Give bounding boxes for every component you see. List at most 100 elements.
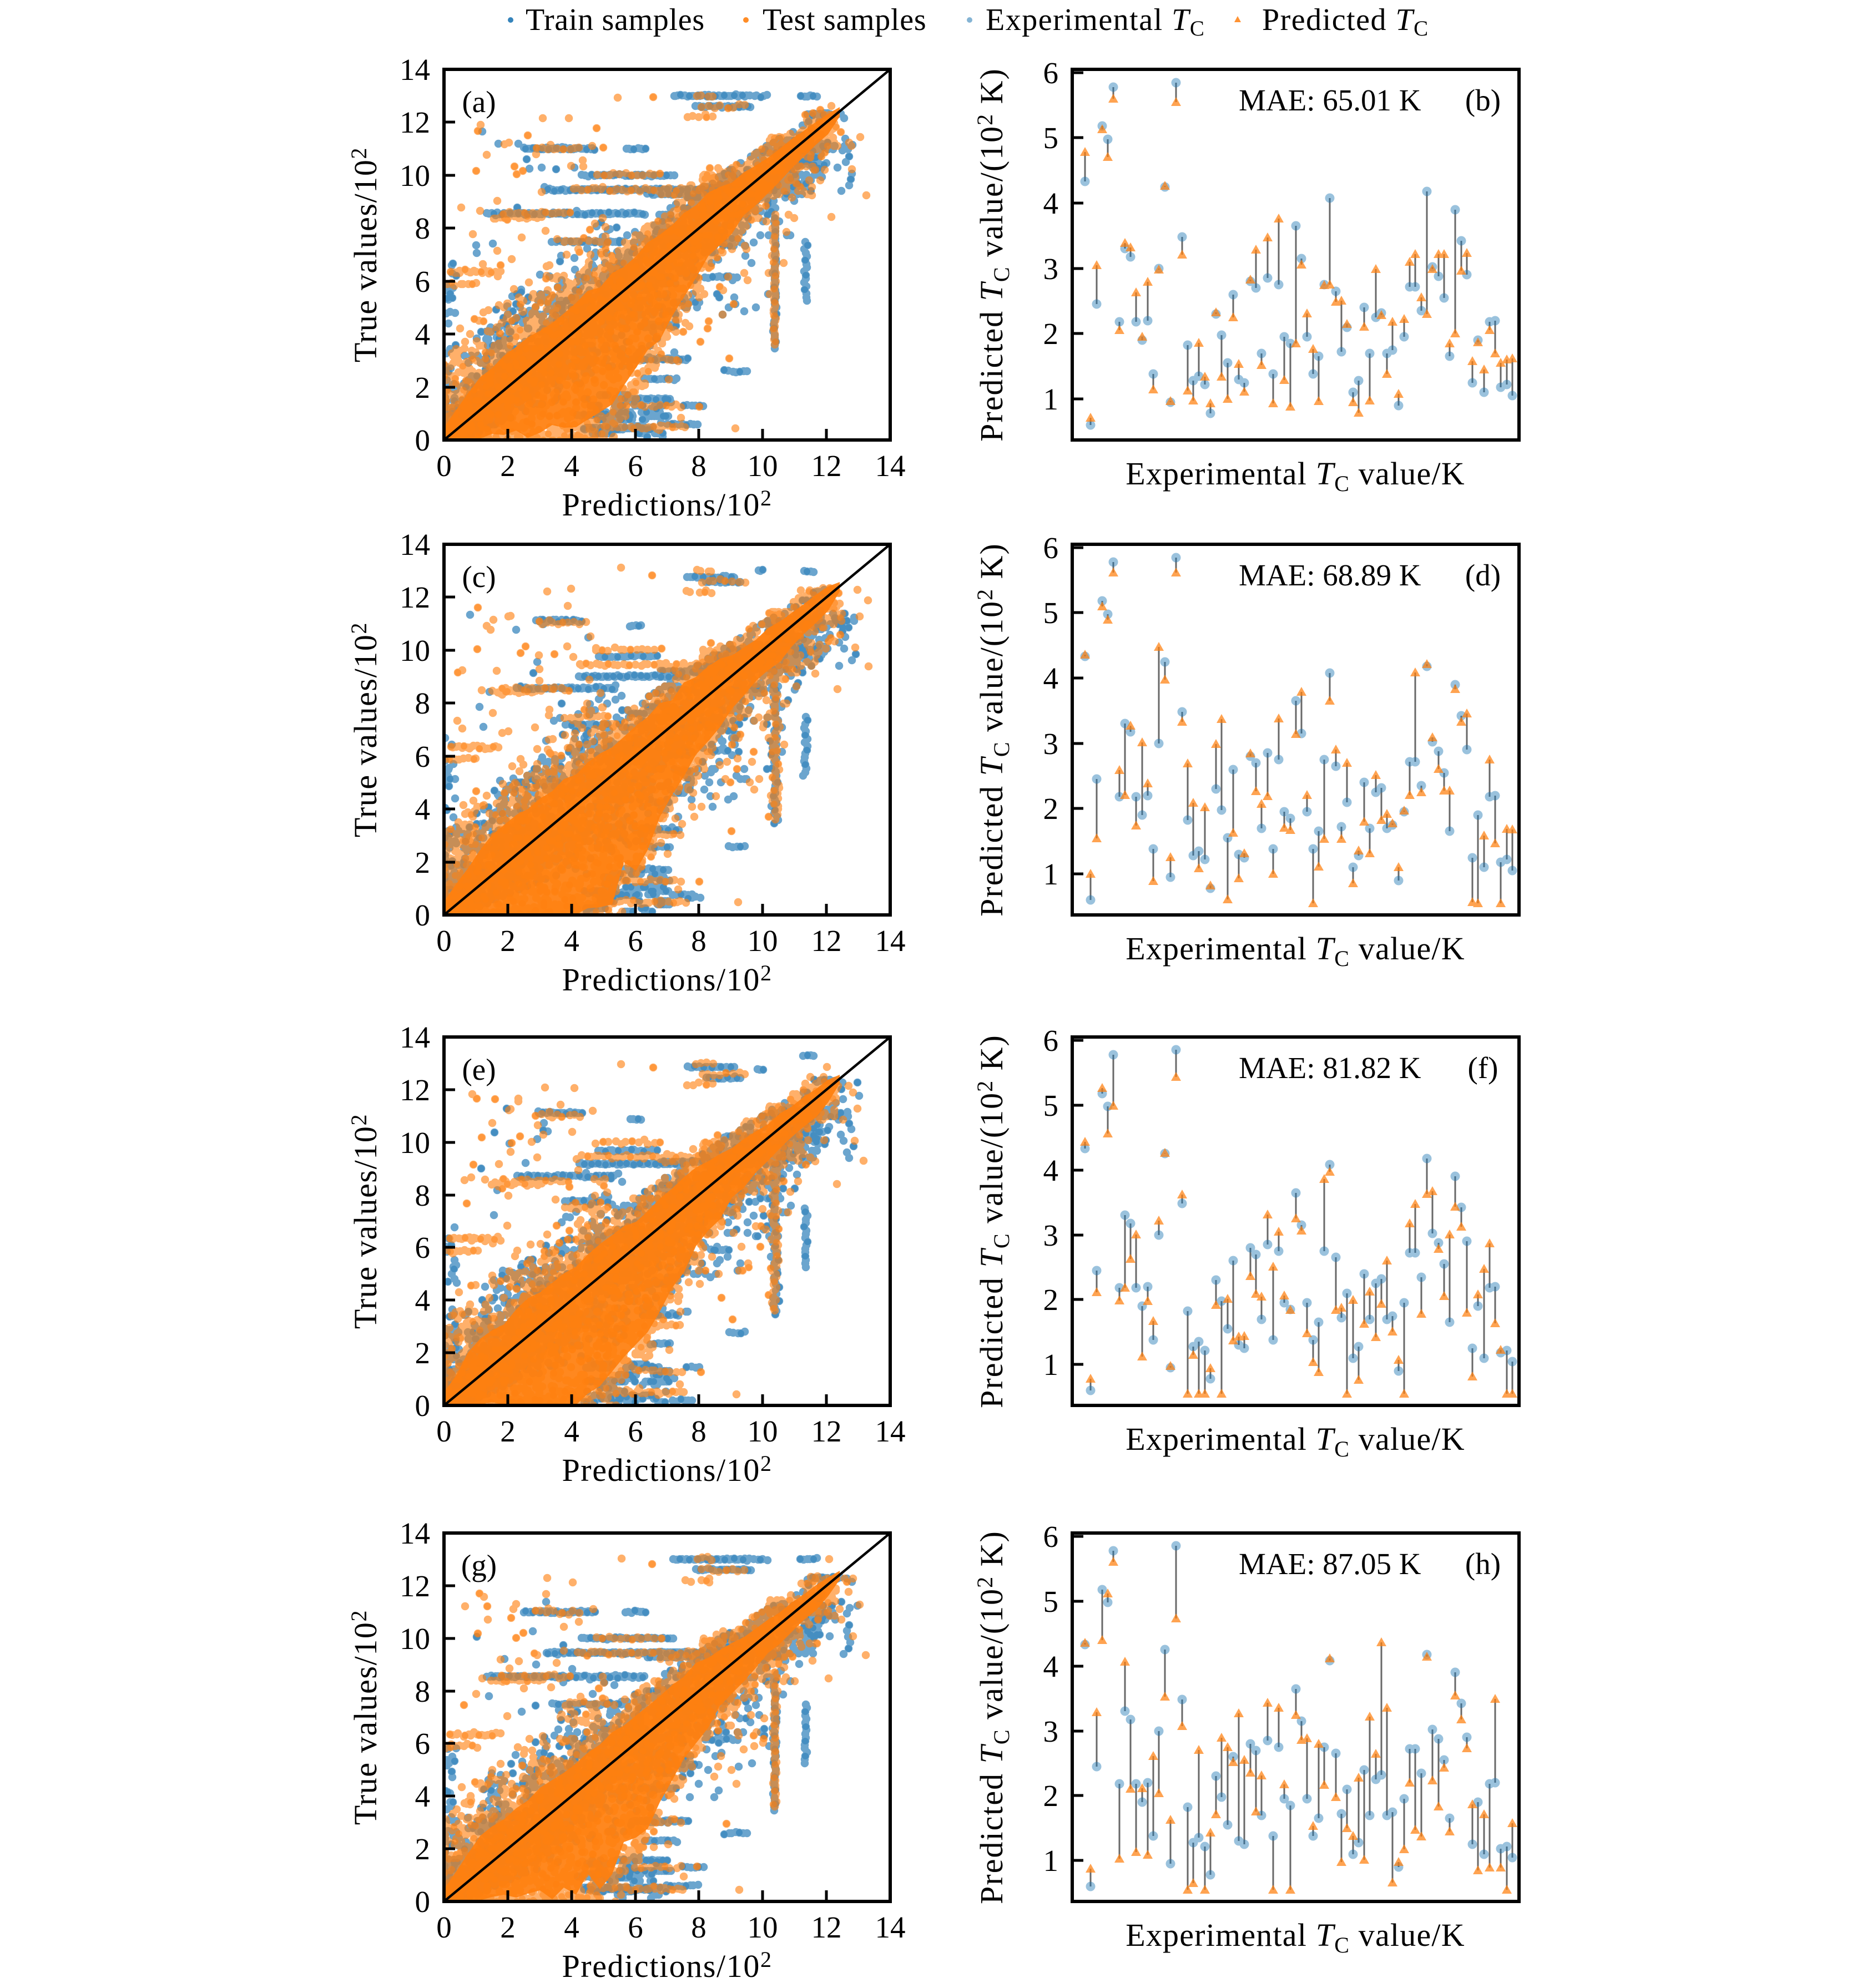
svg-text:6: 6 — [1043, 1520, 1059, 1554]
svg-text:3: 3 — [1043, 1714, 1059, 1748]
svg-text:8: 8 — [415, 211, 431, 245]
svg-text:6: 6 — [1043, 1024, 1059, 1058]
svg-text:0: 0 — [415, 1389, 431, 1423]
svg-text:14: 14 — [400, 1020, 430, 1054]
svg-text:14: 14 — [875, 1414, 906, 1448]
svg-text:10: 10 — [400, 159, 430, 193]
svg-text:14: 14 — [875, 449, 906, 483]
svg-text:14: 14 — [875, 924, 906, 958]
svg-text:4: 4 — [415, 792, 431, 826]
svg-text:10: 10 — [400, 634, 430, 667]
svg-text:5: 5 — [1043, 596, 1059, 630]
svg-text:2: 2 — [1043, 1283, 1059, 1317]
svg-text:0: 0 — [415, 898, 431, 932]
svg-text:Experimental TC: Experimental TC — [986, 3, 1205, 41]
svg-text:0: 0 — [436, 449, 452, 483]
svg-text:10: 10 — [748, 1414, 778, 1448]
svg-text:3: 3 — [1043, 252, 1059, 286]
svg-text:Train samples: Train samples — [526, 3, 705, 37]
svg-text:1: 1 — [1043, 1348, 1059, 1382]
svg-text:4: 4 — [564, 1414, 579, 1448]
svg-text:4: 4 — [564, 1910, 579, 1944]
svg-text:2: 2 — [415, 371, 431, 404]
svg-text:Experimental TC value/K: Experimental TC value/K — [1126, 456, 1465, 496]
svg-text:Predicted TC value/(102 K): Predicted TC value/(102 K) — [972, 543, 1014, 917]
svg-text:2: 2 — [1043, 1779, 1059, 1813]
svg-text:12: 12 — [811, 924, 842, 958]
svg-text:14: 14 — [400, 1516, 430, 1550]
svg-text:Experimental TC value/K: Experimental TC value/K — [1126, 1421, 1465, 1461]
svg-text:3: 3 — [1043, 1218, 1059, 1252]
svg-text:8: 8 — [691, 924, 707, 958]
svg-text:10: 10 — [400, 1126, 430, 1160]
svg-text:12: 12 — [811, 449, 842, 483]
svg-text:6: 6 — [628, 924, 643, 958]
svg-text:2: 2 — [500, 449, 516, 483]
svg-text:8: 8 — [415, 1178, 431, 1212]
svg-text:Predicted TC: Predicted TC — [1262, 3, 1429, 41]
svg-text:4: 4 — [564, 449, 579, 483]
svg-text:True values/102: True values/102 — [346, 147, 383, 362]
svg-text:True values/102: True values/102 — [346, 1114, 383, 1329]
svg-text:0: 0 — [436, 924, 452, 958]
svg-text:14: 14 — [875, 1910, 906, 1944]
svg-text:Test samples: Test samples — [763, 3, 926, 37]
svg-text:1: 1 — [1043, 857, 1059, 891]
svg-text:12: 12 — [811, 1414, 842, 1448]
svg-text:0: 0 — [415, 1885, 431, 1919]
svg-text:12: 12 — [811, 1910, 842, 1944]
svg-text:12: 12 — [400, 1569, 430, 1603]
svg-text:(c): (c) — [462, 560, 496, 594]
svg-text:Predictions/102: Predictions/102 — [562, 960, 772, 998]
svg-text:1: 1 — [1043, 382, 1059, 416]
svg-text:4: 4 — [1043, 661, 1059, 695]
svg-text:6: 6 — [415, 265, 431, 299]
svg-text:0: 0 — [436, 1910, 452, 1944]
svg-text:6: 6 — [1043, 56, 1059, 90]
svg-text:14: 14 — [400, 53, 430, 87]
svg-text:6: 6 — [415, 1231, 431, 1264]
svg-text:3: 3 — [1043, 727, 1059, 761]
svg-text:2: 2 — [415, 846, 431, 879]
svg-text:8: 8 — [691, 1414, 707, 1448]
svg-text:12: 12 — [400, 105, 430, 139]
svg-text:Predictions/102: Predictions/102 — [562, 485, 772, 523]
svg-text:Predicted TC value/(102 K): Predicted TC value/(102 K) — [972, 68, 1014, 442]
svg-text:MAE: 65.01 K: MAE: 65.01 K — [1239, 83, 1421, 117]
svg-text:2: 2 — [1043, 317, 1059, 351]
svg-text:(b): (b) — [1465, 83, 1501, 117]
svg-text:12: 12 — [400, 1073, 430, 1107]
svg-text:0: 0 — [436, 1414, 452, 1448]
svg-text:6: 6 — [628, 1910, 643, 1944]
svg-text:4: 4 — [1043, 186, 1059, 220]
svg-text:4: 4 — [415, 317, 431, 351]
svg-text:4: 4 — [415, 1283, 431, 1317]
svg-text:MAE: 68.89 K: MAE: 68.89 K — [1239, 558, 1421, 592]
svg-text:MAE: 87.05 K: MAE: 87.05 K — [1239, 1547, 1421, 1581]
svg-text:2: 2 — [500, 924, 516, 958]
svg-text:Predicted TC value/(102 K): Predicted TC value/(102 K) — [972, 1034, 1014, 1408]
svg-text:(h): (h) — [1465, 1547, 1501, 1581]
svg-text:12: 12 — [400, 580, 430, 614]
svg-text:1: 1 — [1043, 1844, 1059, 1878]
svg-text:14: 14 — [400, 528, 430, 562]
svg-text:5: 5 — [1043, 121, 1059, 155]
svg-text:8: 8 — [691, 449, 707, 483]
svg-text:8: 8 — [415, 686, 431, 720]
svg-text:(f): (f) — [1468, 1051, 1498, 1085]
svg-text:4: 4 — [1043, 1650, 1059, 1683]
svg-text:4: 4 — [564, 924, 579, 958]
svg-text:2: 2 — [500, 1414, 516, 1448]
svg-text:Predictions/102: Predictions/102 — [562, 1947, 772, 1984]
svg-text:(a): (a) — [462, 85, 496, 119]
svg-text:Predicted TC value/(102 K): Predicted TC value/(102 K) — [972, 1530, 1014, 1904]
svg-text:(g): (g) — [461, 1549, 497, 1582]
svg-text:10: 10 — [400, 1622, 430, 1656]
svg-text:2: 2 — [1043, 792, 1059, 826]
svg-text:6: 6 — [415, 740, 431, 773]
svg-text:10: 10 — [748, 449, 778, 483]
svg-text:(e): (e) — [462, 1053, 496, 1086]
svg-text:Experimental TC value/K: Experimental TC value/K — [1126, 1917, 1465, 1957]
svg-text:6: 6 — [1043, 531, 1059, 565]
svg-text:8: 8 — [415, 1675, 431, 1708]
